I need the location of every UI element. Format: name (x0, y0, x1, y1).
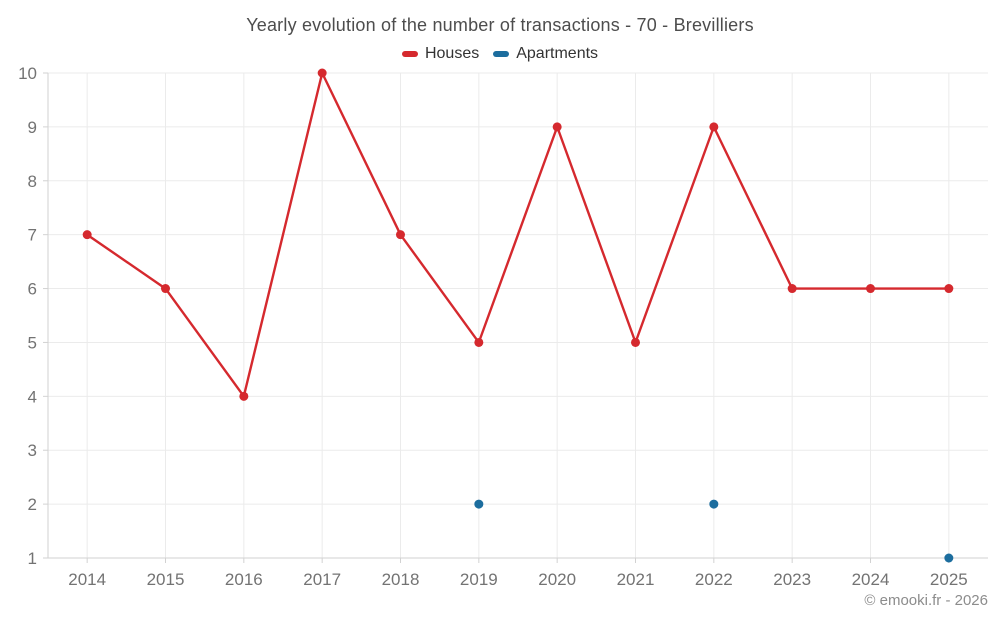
apartments-point-2019[interactable] (474, 499, 484, 509)
x-axis-label-2015: 2015 (147, 570, 185, 589)
apartments-point-2025[interactable] (944, 553, 954, 563)
y-axis-label-2: 2 (28, 495, 37, 514)
houses-legend-swatch-icon (401, 51, 418, 57)
houses-point-2015[interactable] (161, 284, 170, 294)
y-axis-label-4: 4 (28, 387, 37, 406)
houses-point-2019[interactable] (474, 337, 484, 347)
y-axis-label-10: 10 (18, 64, 37, 83)
x-axis-label-2016: 2016 (225, 570, 263, 589)
x-axis-label-2019: 2019 (460, 570, 498, 589)
x-axis-label-2021: 2021 (617, 570, 655, 589)
x-axis-label-2018: 2018 (382, 570, 420, 589)
x-axis-label-2014: 2014 (68, 570, 106, 589)
apartments-legend-swatch-icon (493, 51, 510, 57)
legend: Houses Apartments (0, 45, 1000, 63)
y-axis-label-8: 8 (28, 172, 37, 191)
houses-legend-label: Houses (424, 45, 480, 62)
houses-point-2025[interactable] (944, 284, 954, 294)
legend-item-apartments[interactable]: Apartments (493, 45, 598, 63)
houses-line (86, 71, 950, 398)
houses-point-2024[interactable] (866, 284, 875, 294)
apartments-point-2022[interactable] (709, 499, 719, 509)
x-axis-label-2020: 2020 (538, 570, 576, 589)
x-axis-label-2025: 2025 (930, 570, 968, 589)
houses-point-2016[interactable] (239, 391, 249, 401)
y-axis-label-5: 5 (28, 333, 37, 352)
houses-point-2022[interactable] (709, 122, 719, 132)
chart-title: Yearly evolution of the number of transa… (246, 15, 754, 35)
x-axis-label-2023: 2023 (773, 570, 811, 589)
y-axis-label-7: 7 (28, 226, 37, 245)
x-axis-label-2022: 2022 (695, 570, 733, 589)
y-axis-label-3: 3 (28, 441, 37, 460)
houses-point-2023[interactable] (787, 284, 797, 294)
x-axis-label-2024: 2024 (852, 570, 890, 589)
legend-item-houses[interactable]: Houses (401, 45, 480, 63)
apartments-legend-label: Apartments (516, 45, 599, 62)
houses-point-2018[interactable] (396, 230, 405, 240)
y-axis-label-9: 9 (28, 118, 37, 137)
houses-point-2021[interactable] (631, 337, 640, 347)
y-axis-label-6: 6 (28, 280, 37, 299)
copyright: © emooki.fr - 2026 (864, 592, 988, 609)
houses-point-2017[interactable] (317, 68, 327, 78)
houses-point-2014[interactable] (82, 230, 92, 240)
y-axis-label-1: 1 (28, 549, 37, 568)
x-axis-label-2017: 2017 (303, 570, 341, 589)
houses-point-2020[interactable] (552, 122, 562, 132)
